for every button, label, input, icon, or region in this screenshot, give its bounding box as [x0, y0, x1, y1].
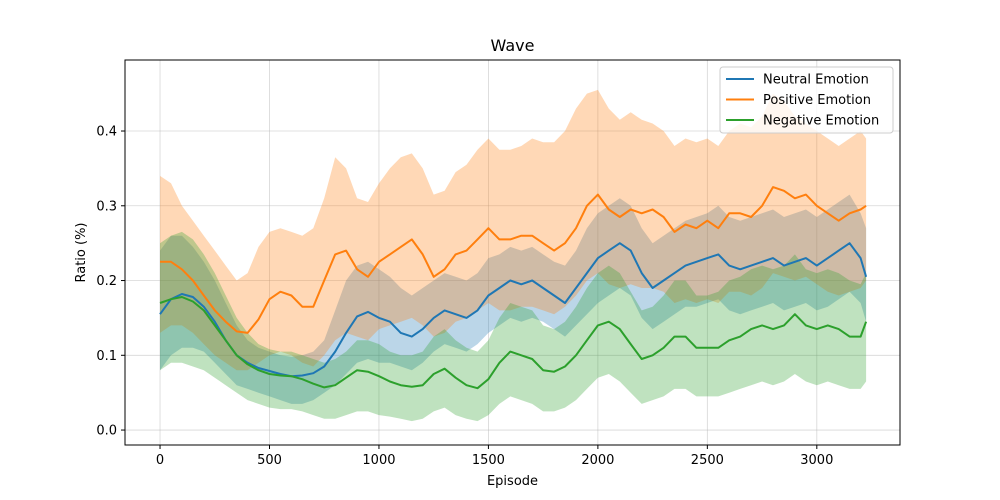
x-axis-ticks: 0 500 1000 1500 2000 2500 3000 [156, 445, 833, 468]
x-tick-label: 2000 [581, 453, 614, 468]
positive-emotion-band [160, 89, 867, 371]
chart-title: Wave [491, 36, 535, 55]
legend-box [719, 66, 894, 134]
y-tick-label: 0.0 [96, 424, 117, 439]
y-axis-ticks: 0.0 0.1 0.2 0.3 0.4 [96, 125, 125, 439]
legend-label-negative-emotion: Negative Emotion [763, 114, 879, 129]
series-lines [159, 186, 868, 390]
negative-emotion-line [159, 296, 868, 390]
y-tick-label: 0.4 [96, 125, 117, 140]
neutral-emotion-band [160, 194, 867, 404]
y-tick-label: 0.1 [96, 349, 117, 364]
x-tick-label: 2500 [691, 453, 724, 468]
x-axis-label: Episode [487, 474, 538, 489]
y-tick-label: 0.3 [96, 199, 117, 214]
confidence-bands [160, 89, 867, 422]
x-tick-label: 1000 [362, 453, 395, 468]
grid-lines [125, 60, 900, 445]
x-tick-label: 500 [257, 453, 282, 468]
plot-frame [124, 59, 901, 446]
legend-label-neutral-emotion: Neutral Emotion [763, 73, 869, 88]
negative-emotion-band [160, 231, 867, 422]
x-tick-label: 1500 [472, 453, 505, 468]
y-axis-label: Ratio (%) [74, 222, 89, 282]
x-tick-label: 0 [156, 453, 164, 468]
x-tick-label: 3000 [800, 453, 833, 468]
positive-emotion-line [160, 186, 867, 334]
legend: Neutral Emotion Positive Emotion Negative … [719, 66, 894, 134]
legend-label-positive-emotion: Positive Emotion [763, 93, 871, 108]
y-tick-label: 0.2 [96, 274, 117, 289]
neutral-emotion-line [159, 242, 868, 378]
